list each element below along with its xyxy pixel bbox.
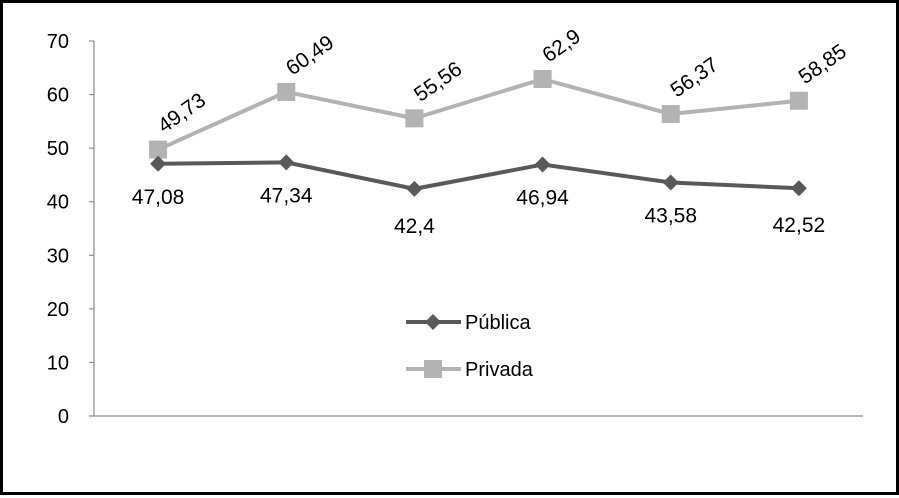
legend-privada-label: Privada	[465, 359, 534, 381]
legend-publica-marker	[425, 314, 441, 330]
series-lines	[157, 77, 800, 191]
privada-point	[533, 70, 552, 89]
y-tick-label: 0	[58, 406, 69, 428]
publica-line	[158, 160, 800, 191]
privada-point	[149, 140, 168, 159]
axes	[89, 40, 863, 417]
y-tick-label: 30	[47, 245, 69, 267]
privada-data-label: 58,85	[795, 40, 851, 89]
privada-data-label: 62,9	[538, 25, 585, 67]
privada-point	[789, 91, 808, 110]
y-tick-labels: 0 10 20 30 40 50 60 70	[47, 31, 69, 428]
y-tick-label: 40	[47, 192, 69, 214]
publica-point	[790, 180, 807, 197]
legend-publica-label: Pública	[465, 312, 531, 334]
publica-data-label: 42,4	[394, 215, 435, 238]
series-markers	[149, 70, 808, 197]
publica-point	[278, 154, 295, 171]
legend: Pública Privada	[406, 312, 534, 381]
y-tick-label: 70	[47, 31, 69, 53]
legend-privada-marker	[424, 360, 442, 378]
y-tick-label: 60	[47, 85, 69, 107]
privada-data-label: 55,56	[410, 57, 466, 106]
publica-point	[150, 155, 167, 172]
y-tick-label: 20	[47, 299, 69, 321]
y-tick-label: 10	[47, 352, 69, 374]
publica-data-label: 47,08	[132, 186, 185, 209]
publica-point	[662, 174, 679, 191]
publica-data-label: 46,94	[516, 187, 569, 210]
line-chart: 0 10 20 30 40 50 60 70 47,08 47,34 42,4 46,94 43,58…	[47, 25, 863, 428]
privada-data-label: 60,49	[282, 31, 338, 80]
publica-data-label: 47,34	[260, 184, 313, 207]
legend-publica: Pública	[406, 312, 531, 334]
privada-point	[405, 109, 424, 128]
publica-point	[406, 180, 423, 197]
privada-data-label: 56,37	[666, 53, 722, 102]
publica-data-label: 43,58	[644, 205, 697, 228]
privada-point	[661, 105, 680, 124]
publica-data-label: 42,52	[773, 214, 826, 237]
legend-privada: Privada	[406, 359, 534, 381]
privada-point	[277, 82, 296, 101]
y-tick-label: 50	[47, 138, 69, 160]
privada-line	[157, 77, 800, 152]
publica-point	[534, 156, 551, 173]
